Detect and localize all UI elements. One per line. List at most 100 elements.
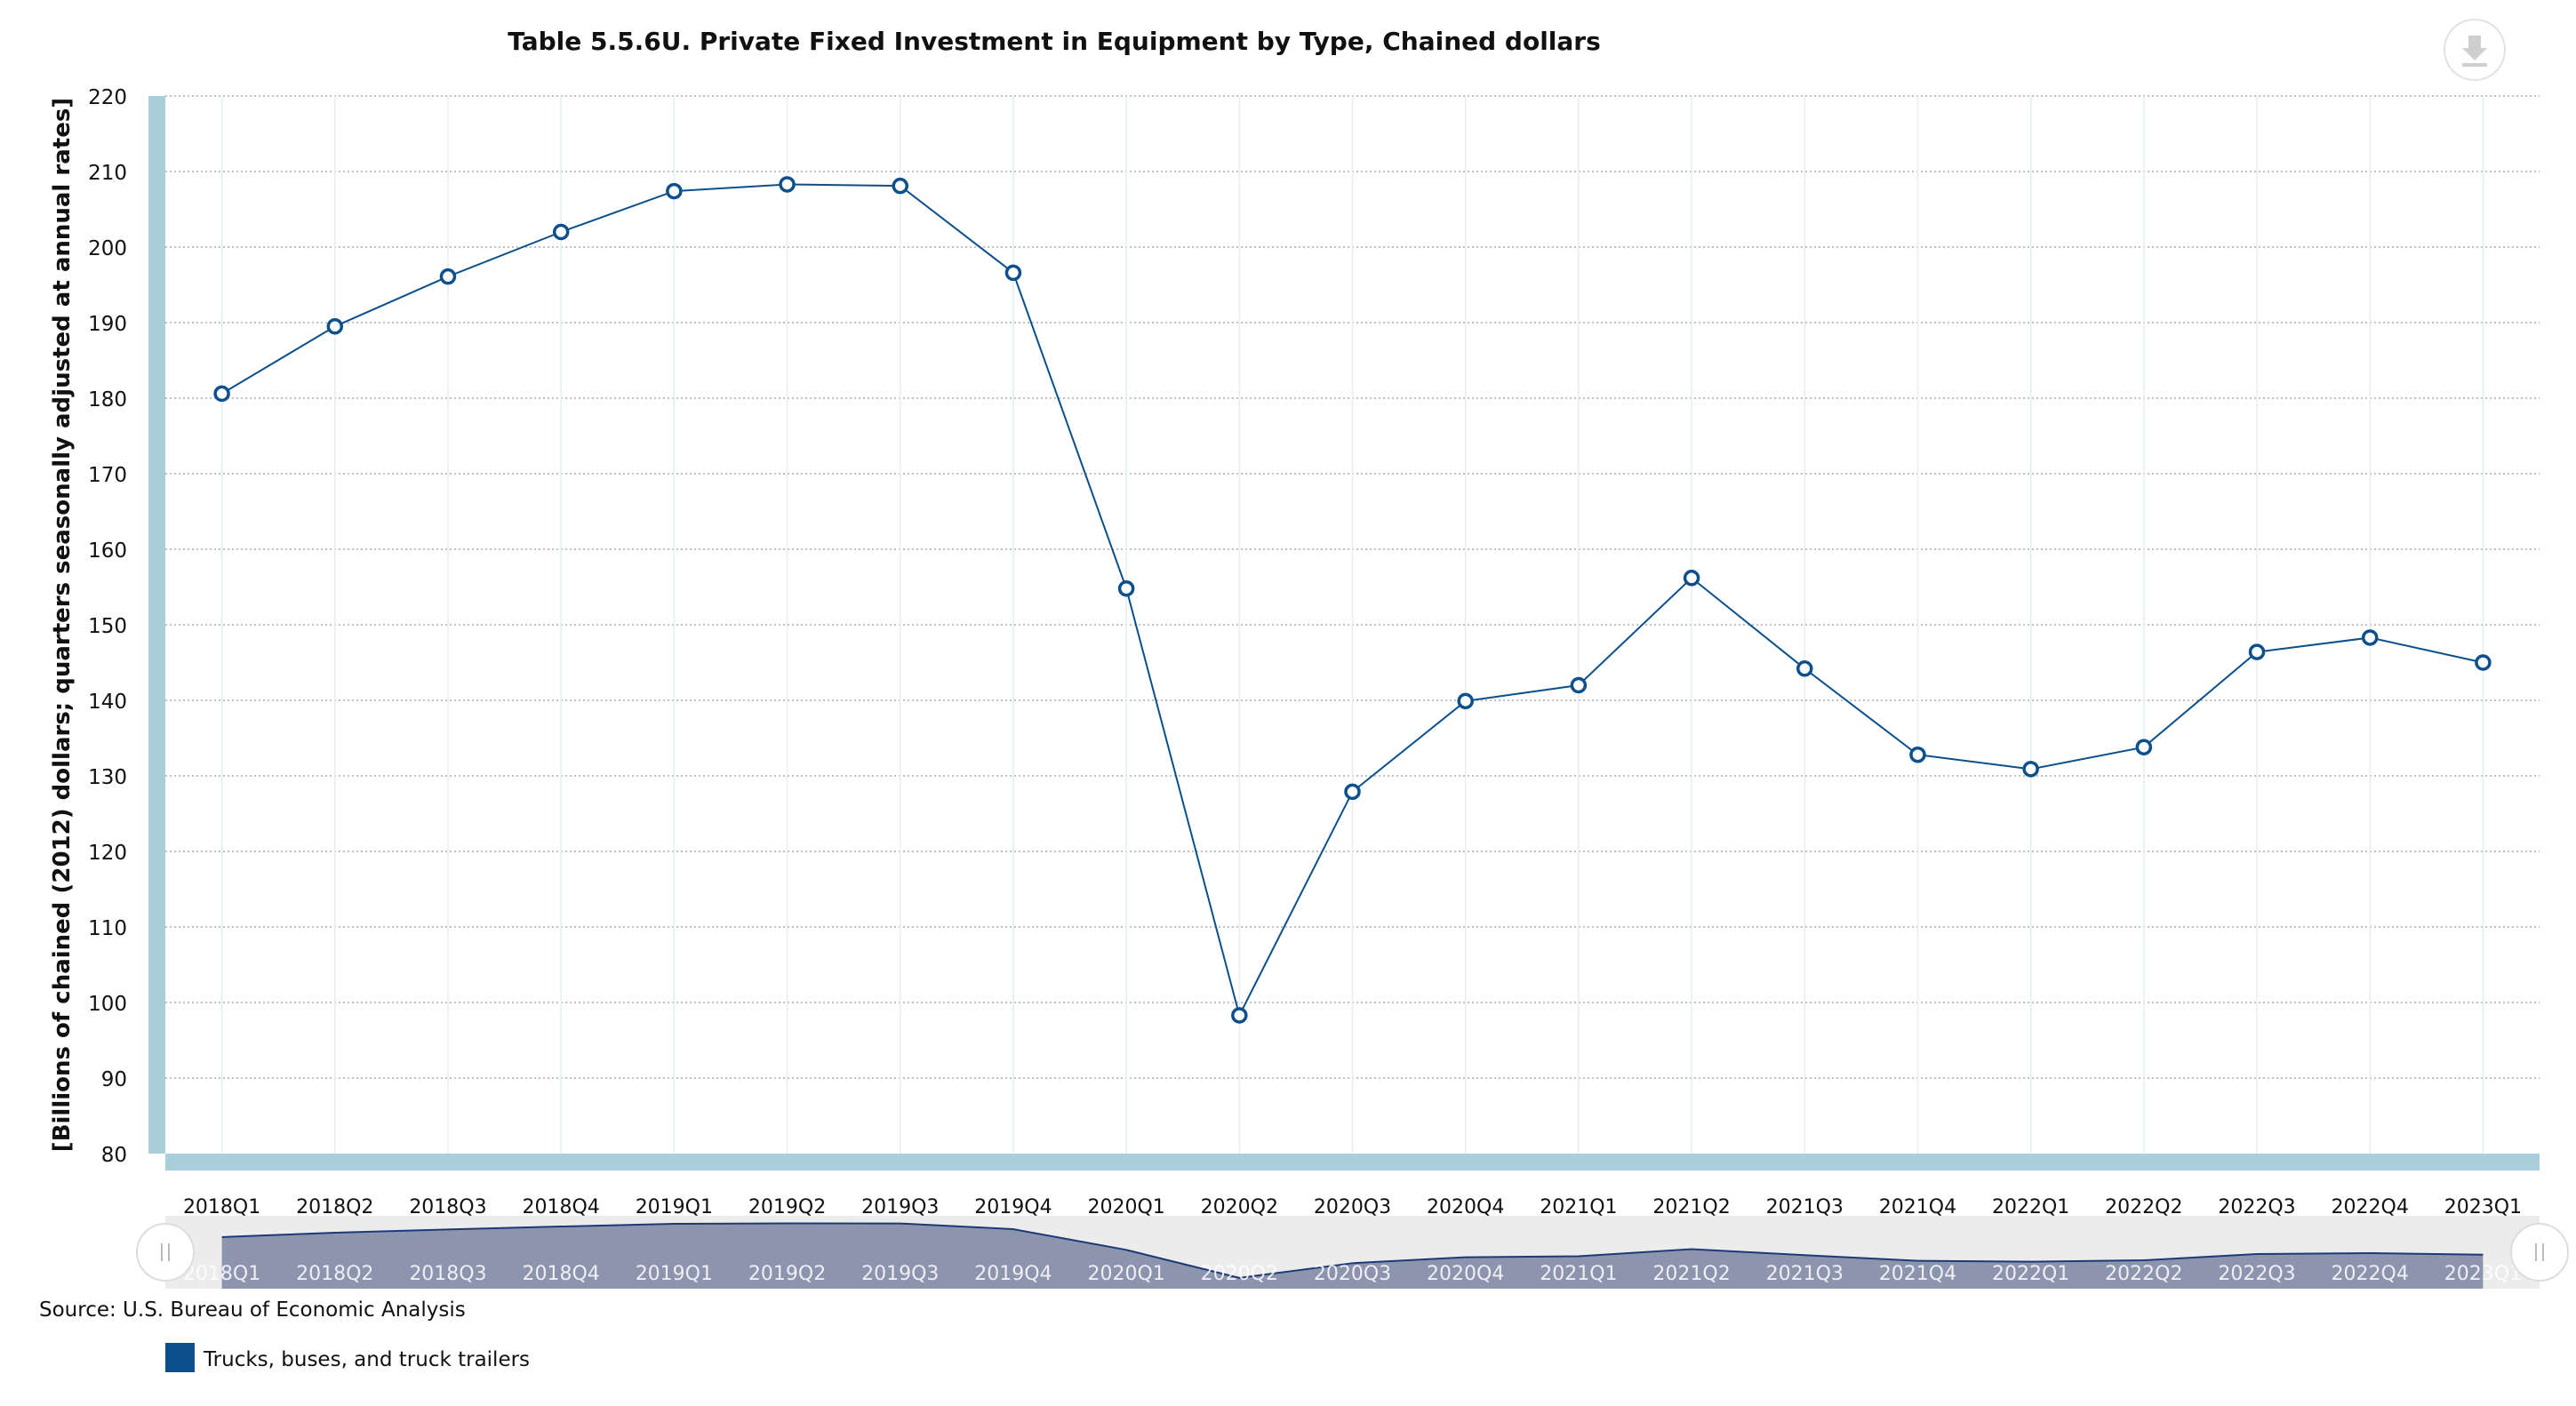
data-point[interactable] [1909,746,1926,763]
y-tick-label: 90 [101,1068,127,1091]
x-tick-label: 2022Q2 [2105,1196,2182,1218]
data-point[interactable] [779,176,796,193]
x-tick-label: 2019Q2 [748,1196,826,1218]
data-point[interactable] [892,177,908,195]
x-tick-label: 2020Q1 [1087,1196,1164,1218]
x-tick-label: 2021Q3 [1766,1196,1844,1218]
navigator-tick-label: 2022Q1 [1992,1263,2069,1285]
y-tick-label: 220 [88,86,127,109]
data-point[interactable] [1796,660,1813,677]
x-tick-label: 2020Q4 [1427,1196,1504,1218]
legend-swatch [165,1343,195,1372]
data-point[interactable] [326,318,344,335]
navigator-tick-label: 2019Q1 [636,1263,713,1285]
x-axis-ticks: 2018Q1 2018Q2 2018Q3 2018Q4 2019Q1 2019Q2 2019… [183,1196,2522,1218]
y-axis-label: [Billions of chained (2012) dollars; qua… [49,98,76,1152]
navigator-series [221,1222,2484,1289]
data-point[interactable] [1231,1007,1248,1024]
x-tick-label: 2020Q2 [1201,1196,1278,1218]
x-tick-label: 2018Q3 [409,1196,486,1218]
data-point[interactable] [1457,692,1474,710]
navigator-tick-label: 2021Q3 [1766,1263,1844,1285]
navigator-right-handle[interactable] [2510,1223,2569,1282]
chart-title: Table 5.5.6U. Private Fixed Investment i… [508,27,1601,56]
navigator-tick-label: 2022Q3 [2218,1263,2295,1285]
navigator-tick-label: 2018Q4 [523,1263,600,1285]
download-icon [2462,36,2487,67]
data-point[interactable] [1570,676,1588,694]
x-tick-label: 2023Q1 [2444,1196,2522,1218]
navigator-tick-label: 2019Q2 [748,1263,826,1285]
x-tick-label: 2018Q2 [296,1196,373,1218]
series-trucks [213,176,2492,1024]
y-axis-band [148,96,165,1154]
y-tick-label: 120 [88,842,127,865]
navigator-tick-label: 2018Q3 [409,1263,486,1285]
data-point[interactable] [213,385,230,403]
navigator-tick-label: 2019Q4 [974,1263,1052,1285]
data-point[interactable] [552,223,570,241]
y-tick-label: 110 [88,917,127,940]
legend-item-label[interactable]: Trucks, buses, and truck trailers [203,1348,530,1371]
navigator-tick-label: 2018Q2 [296,1263,373,1285]
legend[interactable]: Trucks, buses, and truck trailers [165,1343,530,1372]
data-point[interactable] [1344,783,1361,801]
y-tick-label: 80 [101,1144,127,1167]
data-point[interactable] [1683,570,1700,587]
navigator-left-handle[interactable] [136,1223,195,1282]
navigator-tick-label: 2020Q1 [1087,1263,1164,1285]
navigator[interactable]: 2018Q1 2018Q2 2018Q3 2018Q4 2019Q1 2019Q2 2019… [136,1216,2569,1289]
navigator-area [221,1223,2484,1289]
data-point[interactable] [1117,579,1135,597]
y-tick-label: 130 [88,766,127,789]
data-point[interactable] [2361,629,2379,646]
source-note: Source: U.S. Bureau of Economic Analysis [39,1298,466,1322]
x-tick-label: 2019Q4 [974,1196,1052,1218]
y-tick-label: 170 [88,464,127,487]
download-button[interactable] [2444,19,2506,81]
grid [165,95,2540,1154]
x-tick-label: 2022Q3 [2218,1196,2295,1218]
y-tick-label: 180 [88,388,127,411]
navigator-tick-label: 2023Q1 [2444,1263,2522,1285]
x-tick-label: 2019Q1 [636,1196,713,1218]
x-tick-label: 2018Q1 [183,1196,260,1218]
navigator-tick-label: 2022Q2 [2105,1263,2182,1285]
x-tick-label: 2019Q3 [861,1196,939,1218]
y-tick-label: 190 [88,313,127,336]
data-point[interactable] [2248,643,2266,660]
x-tick-label: 2021Q1 [1540,1196,1617,1218]
y-tick-label: 160 [88,539,127,563]
data-point[interactable] [2022,761,2039,778]
x-tick-label: 2022Q4 [2332,1196,2409,1218]
navigator-tick-label: 2021Q4 [1879,1263,1956,1285]
data-point[interactable] [666,182,683,200]
y-tick-label: 140 [88,691,127,714]
navigator-line [221,1222,2484,1279]
y-axis-ticks: 80 90 100 110 120 130 140 150 160 170 180 190 200 210… [88,86,127,1167]
navigator-tick-label: 2022Q4 [2332,1263,2409,1285]
navigator-tick-label: 2021Q1 [1540,1263,1617,1285]
data-point[interactable] [2135,739,2153,755]
y-tick-label: 100 [88,993,127,1016]
data-point[interactable] [1004,264,1022,282]
data-point[interactable] [439,268,457,285]
navigator-tick-label: 2020Q2 [1201,1263,1278,1285]
x-axis-band [165,1154,2540,1170]
x-tick-label: 2021Q2 [1652,1196,1730,1218]
y-tick-label: 210 [88,162,127,185]
data-point[interactable] [2475,654,2492,671]
navigator-tick-label: 2020Q4 [1427,1263,1504,1285]
navigator-tick-label: 2021Q2 [1652,1263,1730,1285]
navigator-labels: 2018Q1 2018Q2 2018Q3 2018Q4 2019Q1 2019Q2 2019… [183,1263,2522,1285]
x-tick-label: 2018Q4 [523,1196,600,1218]
navigator-tick-label: 2020Q3 [1314,1263,1391,1285]
y-tick-label: 200 [88,237,127,260]
navigator-tick-label: 2019Q3 [861,1263,939,1285]
x-tick-label: 2020Q3 [1314,1196,1391,1218]
x-tick-label: 2021Q4 [1879,1196,1956,1218]
navigator-tick-label: 2018Q1 [183,1263,260,1285]
x-tick-label: 2022Q1 [1992,1196,2069,1218]
y-tick-label: 150 [88,615,127,638]
